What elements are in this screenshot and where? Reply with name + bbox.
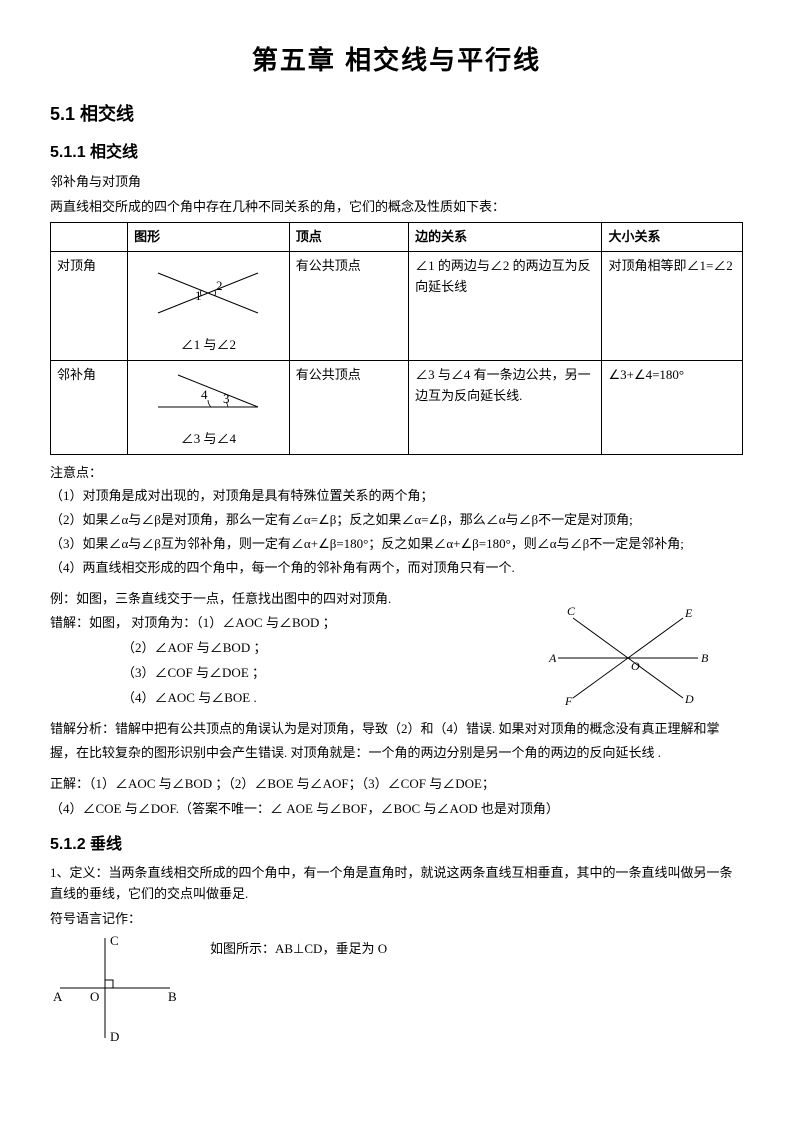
perp-figure-row: A B C D O 如图所示：AB⊥CD，垂足为 O xyxy=(50,933,743,1043)
wrong-analysis: 错解分析：错解中把有公共顶点的角误认为是对顶角，导致（2）和（4）错误. 如果对… xyxy=(50,717,743,766)
label-b: B xyxy=(168,989,177,1004)
th-blank xyxy=(51,222,128,252)
th-edges: 边的关系 xyxy=(409,222,602,252)
perp-symbol-intro: 符号语言记作： xyxy=(50,909,743,930)
th-figure: 图形 xyxy=(128,222,290,252)
row-name: 邻补角 xyxy=(51,360,128,454)
figure-caption: ∠1 与∠2 xyxy=(132,335,285,356)
notes-title: 注意点： xyxy=(50,463,743,484)
row-size: ∠3+∠4=180° xyxy=(602,360,743,454)
row-vertex: 有公共顶点 xyxy=(289,252,408,361)
correct-solution-2: （4）∠COE 与∠DOF.（答案不唯一：∠ AOE 与∠BOF，∠BOC 与∠… xyxy=(50,799,743,820)
perpendicular-diagram: A B C D O xyxy=(50,933,180,1043)
row-figure: 1 2 ∠1 与∠2 xyxy=(128,252,290,361)
supplementary-angle-diagram: 4 3 xyxy=(148,367,268,422)
section-5-1-1: 5.1.1 相交线 xyxy=(50,140,743,166)
perp-definition: 1、定义：当两条直线相交所成的四个角中，有一个角是直角时，就说这两条直线互相垂直… xyxy=(50,863,743,905)
row-size: 对顶角相等即∠1=∠2 xyxy=(602,252,743,361)
angle-label-4: 4 xyxy=(201,387,208,402)
label-e: E xyxy=(684,606,693,620)
th-size: 大小关系 xyxy=(602,222,743,252)
label-b: B xyxy=(701,651,709,665)
row-figure: 4 3 ∠3 与∠4 xyxy=(128,360,290,454)
intro-line-2: 两直线相交所成的四个角中存在几种不同关系的角，它们的概念及性质如下表： xyxy=(50,197,743,218)
label-a: A xyxy=(548,651,557,665)
section-5-1: 5.1 相交线 xyxy=(50,100,743,129)
intro-line-1: 邻补角与对顶角 xyxy=(50,172,743,193)
note-item: （2）如果∠α与∠β是对顶角，那么一定有∠α=∠β；反之如果∠α=∠β，那么∠α… xyxy=(50,510,743,531)
note-item: （1）对顶角是成对出现的，对顶角是具有特殊位置关系的两个角； xyxy=(50,486,743,507)
figure-caption: ∠3 与∠4 xyxy=(132,429,285,450)
label-d: D xyxy=(684,692,694,706)
three-lines-diagram: A B C D E F O xyxy=(543,603,713,713)
label-c: C xyxy=(110,933,119,948)
angle-label-3: 3 xyxy=(223,391,230,406)
perp-text: 如图所示：AB⊥CD，垂足为 O xyxy=(210,939,387,960)
label-f: F xyxy=(564,694,573,708)
note-item: （4）两直线相交形成的四个角中，每一个角的邻补角有两个，而对顶角只有一个. xyxy=(50,558,743,579)
section-5-1-2: 5.1.2 垂线 xyxy=(50,832,743,858)
label-o: O xyxy=(631,659,640,673)
row-edges: ∠1 的两边与∠2 的两边互为反向延长线 xyxy=(409,252,602,361)
table-header-row: 图形 顶点 边的关系 大小关系 xyxy=(51,222,743,252)
table-row: 邻补角 4 3 ∠3 与∠4 有公共顶点 ∠3 与∠4 有一条边公共，另一边互为… xyxy=(51,360,743,454)
angle-table: 图形 顶点 边的关系 大小关系 对顶角 1 2 ∠1 与∠2 有公共顶点 ∠1 … xyxy=(50,222,743,455)
note-item: （3）如果∠α与∠β互为邻补角，则一定有∠α+∠β=180°；反之如果∠α+∠β… xyxy=(50,534,743,555)
label-c: C xyxy=(567,604,576,618)
chapter-title: 第五章 相交线与平行线 xyxy=(50,40,743,82)
row-vertex: 有公共顶点 xyxy=(289,360,408,454)
th-vertex: 顶点 xyxy=(289,222,408,252)
notes-block: 注意点： （1）对顶角是成对出现的，对顶角是具有特殊位置关系的两个角； （2）如… xyxy=(50,463,743,579)
angle-label-2: 2 xyxy=(216,278,223,293)
label-d: D xyxy=(110,1029,119,1043)
label-a: A xyxy=(53,989,63,1004)
row-name: 对顶角 xyxy=(51,252,128,361)
table-row: 对顶角 1 2 ∠1 与∠2 有公共顶点 ∠1 的两边与∠2 的两边互为反向延长… xyxy=(51,252,743,361)
vertical-angle-diagram: 1 2 xyxy=(148,258,268,328)
label-o: O xyxy=(90,989,99,1004)
example-block: 错解：如图， 对顶角为：（1）∠AOC 与∠BOD ； （2）∠AOF 与∠BO… xyxy=(50,613,743,708)
correct-solution-1: 正解：（1）∠AOC 与∠BOD ；（2）∠BOE 与∠AOF；（3）∠COF … xyxy=(50,774,743,795)
row-edges: ∠3 与∠4 有一条边公共，另一边互为反向延长线. xyxy=(409,360,602,454)
